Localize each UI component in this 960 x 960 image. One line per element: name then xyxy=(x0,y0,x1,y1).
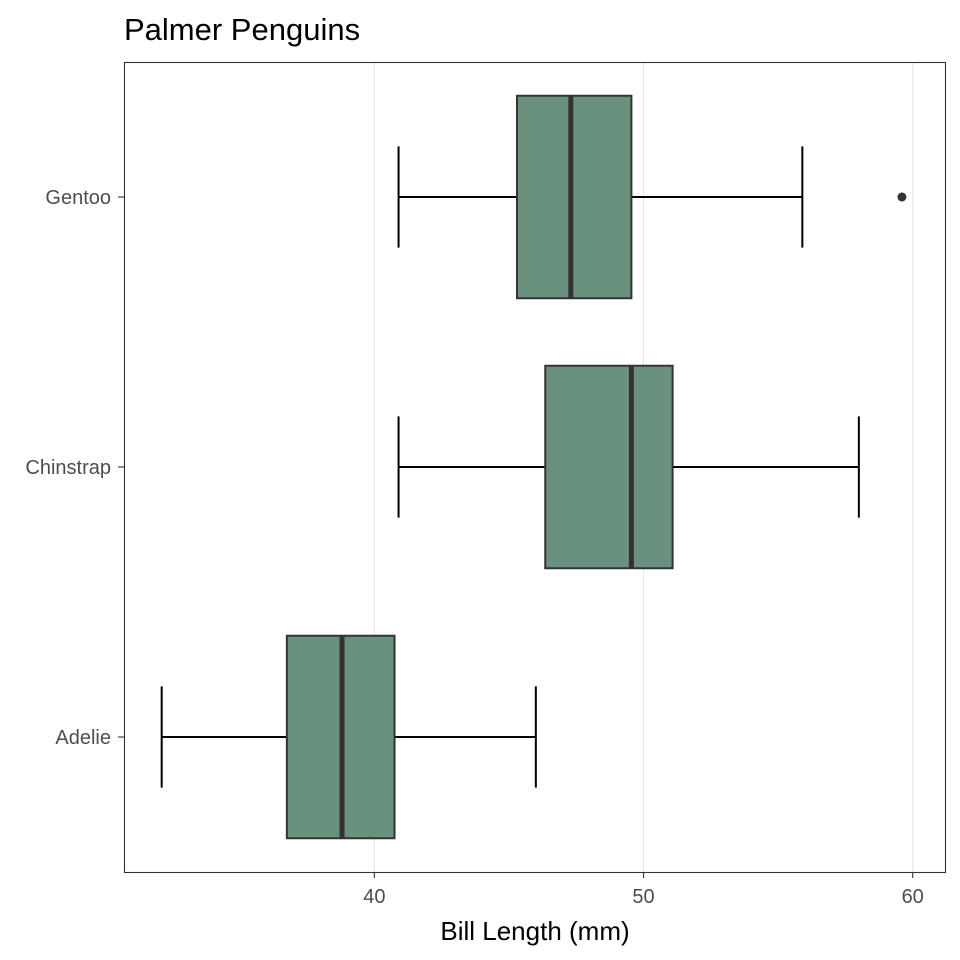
x-axis-title: Bill Length (mm) xyxy=(440,916,629,946)
y-tick-label-chinstrap: Chinstrap xyxy=(25,457,111,479)
box-chinstrap xyxy=(544,364,674,570)
box-group-chinstrap xyxy=(397,364,860,570)
x-tick-label-60: 60 xyxy=(902,886,924,908)
panel-border xyxy=(123,61,947,874)
y-tick-label-gentoo: Gentoo xyxy=(45,187,111,209)
box-gentoo xyxy=(516,94,633,300)
box-group-gentoo xyxy=(397,94,907,300)
outlier-gentoo-0 xyxy=(897,192,907,202)
y-axis-ticks: Adelie Chinstrap Gentoo xyxy=(25,187,124,749)
box-group-adelie xyxy=(160,634,537,840)
box-layer xyxy=(160,94,907,840)
y-tick-label-adelie: Adelie xyxy=(55,727,111,749)
x-tick-label-40: 40 xyxy=(363,886,385,908)
chart-title: Palmer Penguins xyxy=(124,12,360,47)
x-tick-label-50: 50 xyxy=(632,886,654,908)
x-axis-ticks: 40 50 60 xyxy=(363,872,924,908)
